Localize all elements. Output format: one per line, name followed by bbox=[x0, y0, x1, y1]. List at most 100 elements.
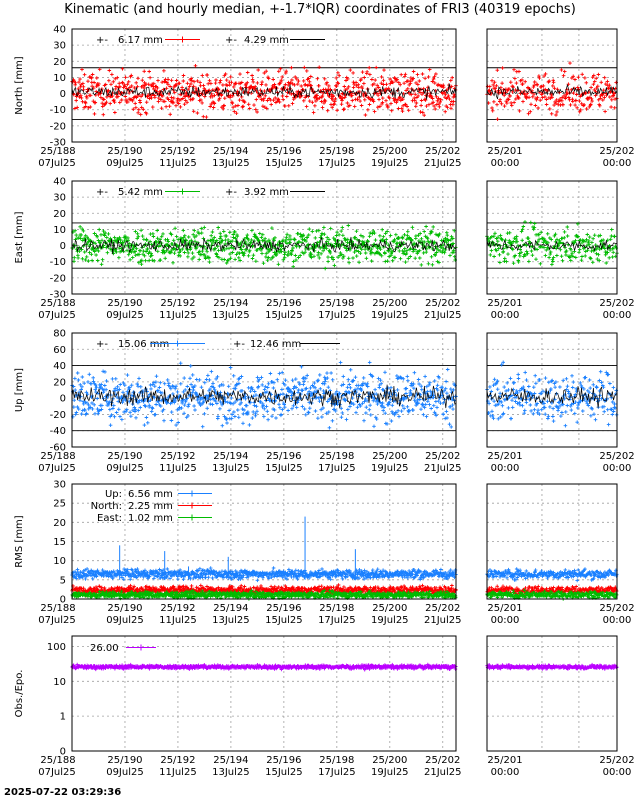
x-tick-label: 21Jul25 bbox=[424, 767, 462, 778]
x-tick-label: 25/194 bbox=[213, 603, 248, 614]
x-tick-label: 25/202 bbox=[599, 298, 634, 309]
median-line bbox=[486, 239, 618, 252]
x-tick-label: 11Jul25 bbox=[159, 310, 197, 321]
data-points bbox=[485, 220, 619, 267]
legend-marker bbox=[189, 490, 195, 497]
x-tick-label: 17Jul25 bbox=[318, 767, 356, 778]
x-tick-label: 25/201 bbox=[487, 755, 522, 766]
plot-frame bbox=[71, 635, 457, 752]
legend: Up: 6.56 mm North: 2.25 mm East: 1.02 mm bbox=[91, 489, 212, 524]
legend-marker bbox=[174, 340, 181, 347]
x-tick-label: 13Jul25 bbox=[212, 310, 250, 321]
x-tick-label: 17Jul25 bbox=[318, 463, 356, 474]
x-tick-label: 25/202 bbox=[425, 755, 460, 766]
x-tick-label: 25/202 bbox=[425, 451, 460, 462]
x-tick-label: 25/201 bbox=[487, 451, 522, 462]
x-tick-label: 15Jul25 bbox=[265, 463, 303, 474]
x-tick-label: 25/202 bbox=[599, 603, 634, 614]
x-tick-label: 25/198 bbox=[319, 603, 354, 614]
legend-label: Up: bbox=[105, 489, 122, 500]
x-tick-label: 25/192 bbox=[160, 451, 195, 462]
y-tick-label: -30 bbox=[50, 290, 66, 301]
y-tick-label: 0 bbox=[60, 241, 66, 252]
legend-value: 3.92 mm bbox=[244, 187, 289, 198]
x-tick-label: 17Jul25 bbox=[318, 615, 356, 626]
y-tick-label: 10 bbox=[53, 73, 66, 84]
y-tick-label: 80 bbox=[53, 329, 66, 340]
x-tick-label: 25/188 bbox=[40, 603, 75, 614]
legend-label: East: bbox=[97, 513, 122, 524]
x-tick-label: 25/190 bbox=[107, 603, 142, 614]
x-tick-label: 07Jul25 bbox=[38, 463, 76, 474]
x-tick-label: 00:00 bbox=[603, 767, 632, 778]
y-tick-label: 30 bbox=[53, 41, 66, 52]
x-tick-label: 09Jul25 bbox=[106, 158, 144, 169]
x-tick-label: 17Jul25 bbox=[318, 310, 356, 321]
x-tick-label: 25/190 bbox=[107, 298, 142, 309]
y-tick-label: 30 bbox=[53, 193, 66, 204]
x-tick-label: 00:00 bbox=[603, 158, 632, 169]
x-tick-label: 25/196 bbox=[266, 603, 301, 614]
x-tick-label: 25/192 bbox=[160, 603, 195, 614]
y-tick-label: 40 bbox=[53, 361, 66, 372]
legend-marker bbox=[138, 644, 144, 651]
x-tick-label: 25/190 bbox=[107, 146, 142, 157]
x-tick-label: 25/198 bbox=[319, 755, 354, 766]
legend-value: 12.46 mm bbox=[250, 339, 301, 350]
legend-label: North: bbox=[91, 501, 122, 512]
series-obs./epo. bbox=[485, 662, 619, 671]
x-tick-label: 11Jul25 bbox=[159, 158, 197, 169]
x-tick-label: 25/200 bbox=[372, 755, 407, 766]
y-axis-label: Obs./Epo. bbox=[14, 670, 25, 718]
x-tick-label: 25/194 bbox=[213, 298, 248, 309]
y-tick-label: 15 bbox=[53, 537, 66, 548]
x-tick-label: 25/202 bbox=[599, 755, 634, 766]
y-tick-label: -20 bbox=[50, 121, 66, 132]
data-points bbox=[485, 567, 619, 601]
x-tick-label: 25/188 bbox=[40, 451, 75, 462]
x-tick-label: 25/194 bbox=[213, 146, 248, 157]
plot-frame bbox=[486, 180, 618, 295]
y-tick-label: 0 bbox=[60, 595, 66, 606]
x-tick-label: 13Jul25 bbox=[212, 615, 250, 626]
plot-frame bbox=[486, 483, 618, 600]
data-points bbox=[485, 61, 619, 121]
y-axis-label: East [mm] bbox=[14, 211, 25, 263]
plot-title: Kinematic (and hourly median, +-1.7*IQR)… bbox=[64, 2, 576, 17]
x-tick-label: 11Jul25 bbox=[159, 615, 197, 626]
legend-label: +- bbox=[225, 187, 237, 198]
legend-value: 6.56 mm bbox=[128, 489, 173, 500]
x-tick-label: 00:00 bbox=[603, 310, 632, 321]
data-points bbox=[70, 516, 458, 601]
y-tick-label: 25 bbox=[53, 499, 66, 510]
legend-value: 5.42 mm bbox=[118, 187, 163, 198]
x-tick-label: 15Jul25 bbox=[265, 767, 303, 778]
data-points bbox=[70, 64, 458, 119]
x-tick-label: 25/200 bbox=[372, 451, 407, 462]
x-tick-label: 21Jul25 bbox=[424, 615, 462, 626]
legend-value: 1.02 mm bbox=[128, 513, 173, 524]
x-tick-label: 25/192 bbox=[160, 146, 195, 157]
x-tick-label: 15Jul25 bbox=[265, 158, 303, 169]
legend: +- 15.06 mm +- 12.46 mm bbox=[96, 339, 340, 350]
x-tick-label: 25/188 bbox=[40, 146, 75, 157]
legend-value: 26.00 bbox=[90, 643, 119, 654]
series-kinematic bbox=[70, 64, 458, 119]
x-tick-label: 25/201 bbox=[487, 146, 522, 157]
plot-frame bbox=[71, 483, 457, 600]
legend-label: +- bbox=[96, 187, 108, 198]
legend-value: 15.06 mm bbox=[118, 339, 169, 350]
y-tick-label: -20 bbox=[50, 410, 66, 421]
x-tick-label: 25/201 bbox=[487, 603, 522, 614]
legend: +- 6.17 mm +- 4.29 mm bbox=[96, 35, 325, 46]
x-tick-label: 11Jul25 bbox=[159, 463, 197, 474]
x-tick-label: 25/198 bbox=[319, 146, 354, 157]
y-tick-label: 40 bbox=[53, 177, 66, 188]
y-tick-label: 0 bbox=[60, 89, 66, 100]
